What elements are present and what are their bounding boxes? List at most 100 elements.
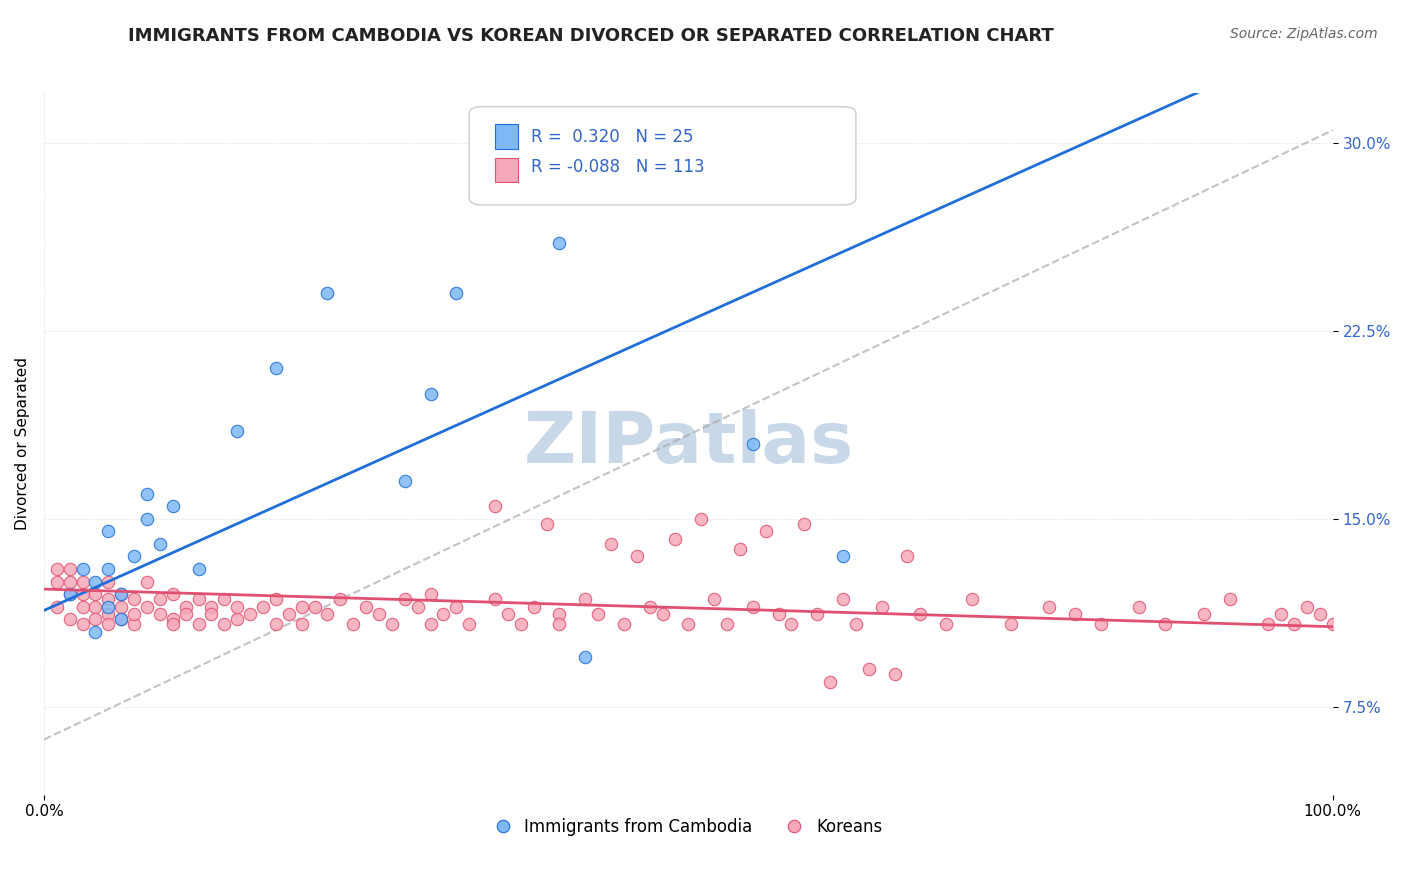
- Point: [214, 592, 236, 607]
- Point: [1322, 617, 1344, 632]
- Point: [845, 617, 868, 632]
- Point: [84, 624, 107, 639]
- Text: ZIPatlas: ZIPatlas: [523, 409, 853, 478]
- Point: [200, 607, 222, 622]
- Point: [97, 607, 120, 622]
- Point: [136, 574, 159, 589]
- Point: [59, 574, 82, 589]
- Point: [239, 607, 262, 622]
- Point: [316, 607, 339, 622]
- Point: [755, 524, 778, 539]
- Point: [97, 592, 120, 607]
- Point: [678, 617, 700, 632]
- Point: [187, 617, 209, 632]
- Point: [832, 549, 855, 564]
- Point: [935, 617, 957, 632]
- Point: [394, 592, 416, 607]
- Point: [806, 607, 828, 622]
- Point: [97, 599, 120, 614]
- FancyBboxPatch shape: [495, 158, 519, 183]
- Point: [110, 599, 132, 614]
- Point: [354, 599, 377, 614]
- Point: [523, 599, 546, 614]
- Point: [638, 599, 661, 614]
- Point: [548, 617, 571, 632]
- Point: [1296, 599, 1319, 614]
- Text: IMMIGRANTS FROM CAMBODIA VS KOREAN DIVORCED OR SEPARATED CORRELATION CHART: IMMIGRANTS FROM CAMBODIA VS KOREAN DIVOR…: [128, 27, 1053, 45]
- Point: [858, 662, 880, 676]
- Point: [110, 587, 132, 601]
- Point: [703, 592, 725, 607]
- Point: [72, 574, 94, 589]
- Point: [162, 587, 184, 601]
- Legend: Immigrants from Cambodia, Koreans: Immigrants from Cambodia, Koreans: [488, 811, 889, 843]
- Point: [741, 436, 763, 450]
- Point: [1282, 617, 1305, 632]
- Point: [381, 617, 404, 632]
- Point: [226, 424, 249, 438]
- FancyBboxPatch shape: [470, 107, 856, 205]
- Point: [1090, 617, 1112, 632]
- Point: [548, 235, 571, 250]
- Point: [72, 587, 94, 601]
- Point: [84, 574, 107, 589]
- Point: [446, 599, 468, 614]
- Point: [910, 607, 932, 622]
- Point: [613, 617, 636, 632]
- Point: [419, 386, 441, 401]
- Point: [187, 562, 209, 576]
- Text: R = -0.088   N = 113: R = -0.088 N = 113: [531, 158, 704, 176]
- Point: [149, 592, 172, 607]
- Point: [149, 537, 172, 551]
- Point: [1270, 607, 1292, 622]
- Point: [1192, 607, 1215, 622]
- Point: [110, 612, 132, 626]
- Point: [97, 617, 120, 632]
- Point: [149, 607, 172, 622]
- Point: [136, 487, 159, 501]
- FancyBboxPatch shape: [495, 124, 519, 149]
- Text: R =  0.320   N = 25: R = 0.320 N = 25: [531, 128, 693, 145]
- Point: [329, 592, 352, 607]
- Point: [304, 599, 326, 614]
- Point: [122, 607, 145, 622]
- Point: [600, 537, 623, 551]
- Point: [419, 617, 441, 632]
- Point: [59, 587, 82, 601]
- Point: [45, 562, 67, 576]
- Point: [548, 607, 571, 622]
- Point: [728, 541, 751, 556]
- Point: [574, 592, 596, 607]
- Point: [484, 500, 506, 514]
- Point: [690, 512, 713, 526]
- Point: [97, 562, 120, 576]
- Point: [97, 524, 120, 539]
- Point: [394, 475, 416, 489]
- Point: [316, 286, 339, 301]
- Point: [84, 587, 107, 601]
- Point: [291, 617, 314, 632]
- Point: [586, 607, 609, 622]
- Point: [122, 617, 145, 632]
- Point: [97, 574, 120, 589]
- Point: [59, 587, 82, 601]
- Point: [1309, 607, 1331, 622]
- Point: [626, 549, 648, 564]
- Point: [1128, 599, 1150, 614]
- Point: [870, 599, 893, 614]
- Point: [162, 617, 184, 632]
- Point: [214, 617, 236, 632]
- Point: [496, 607, 519, 622]
- Point: [162, 500, 184, 514]
- Point: [110, 587, 132, 601]
- Point: [446, 286, 468, 301]
- Point: [960, 592, 983, 607]
- Point: [818, 674, 841, 689]
- Point: [1000, 617, 1022, 632]
- Point: [574, 649, 596, 664]
- Point: [200, 599, 222, 614]
- Point: [896, 549, 918, 564]
- Point: [793, 516, 815, 531]
- Point: [342, 617, 364, 632]
- Point: [651, 607, 673, 622]
